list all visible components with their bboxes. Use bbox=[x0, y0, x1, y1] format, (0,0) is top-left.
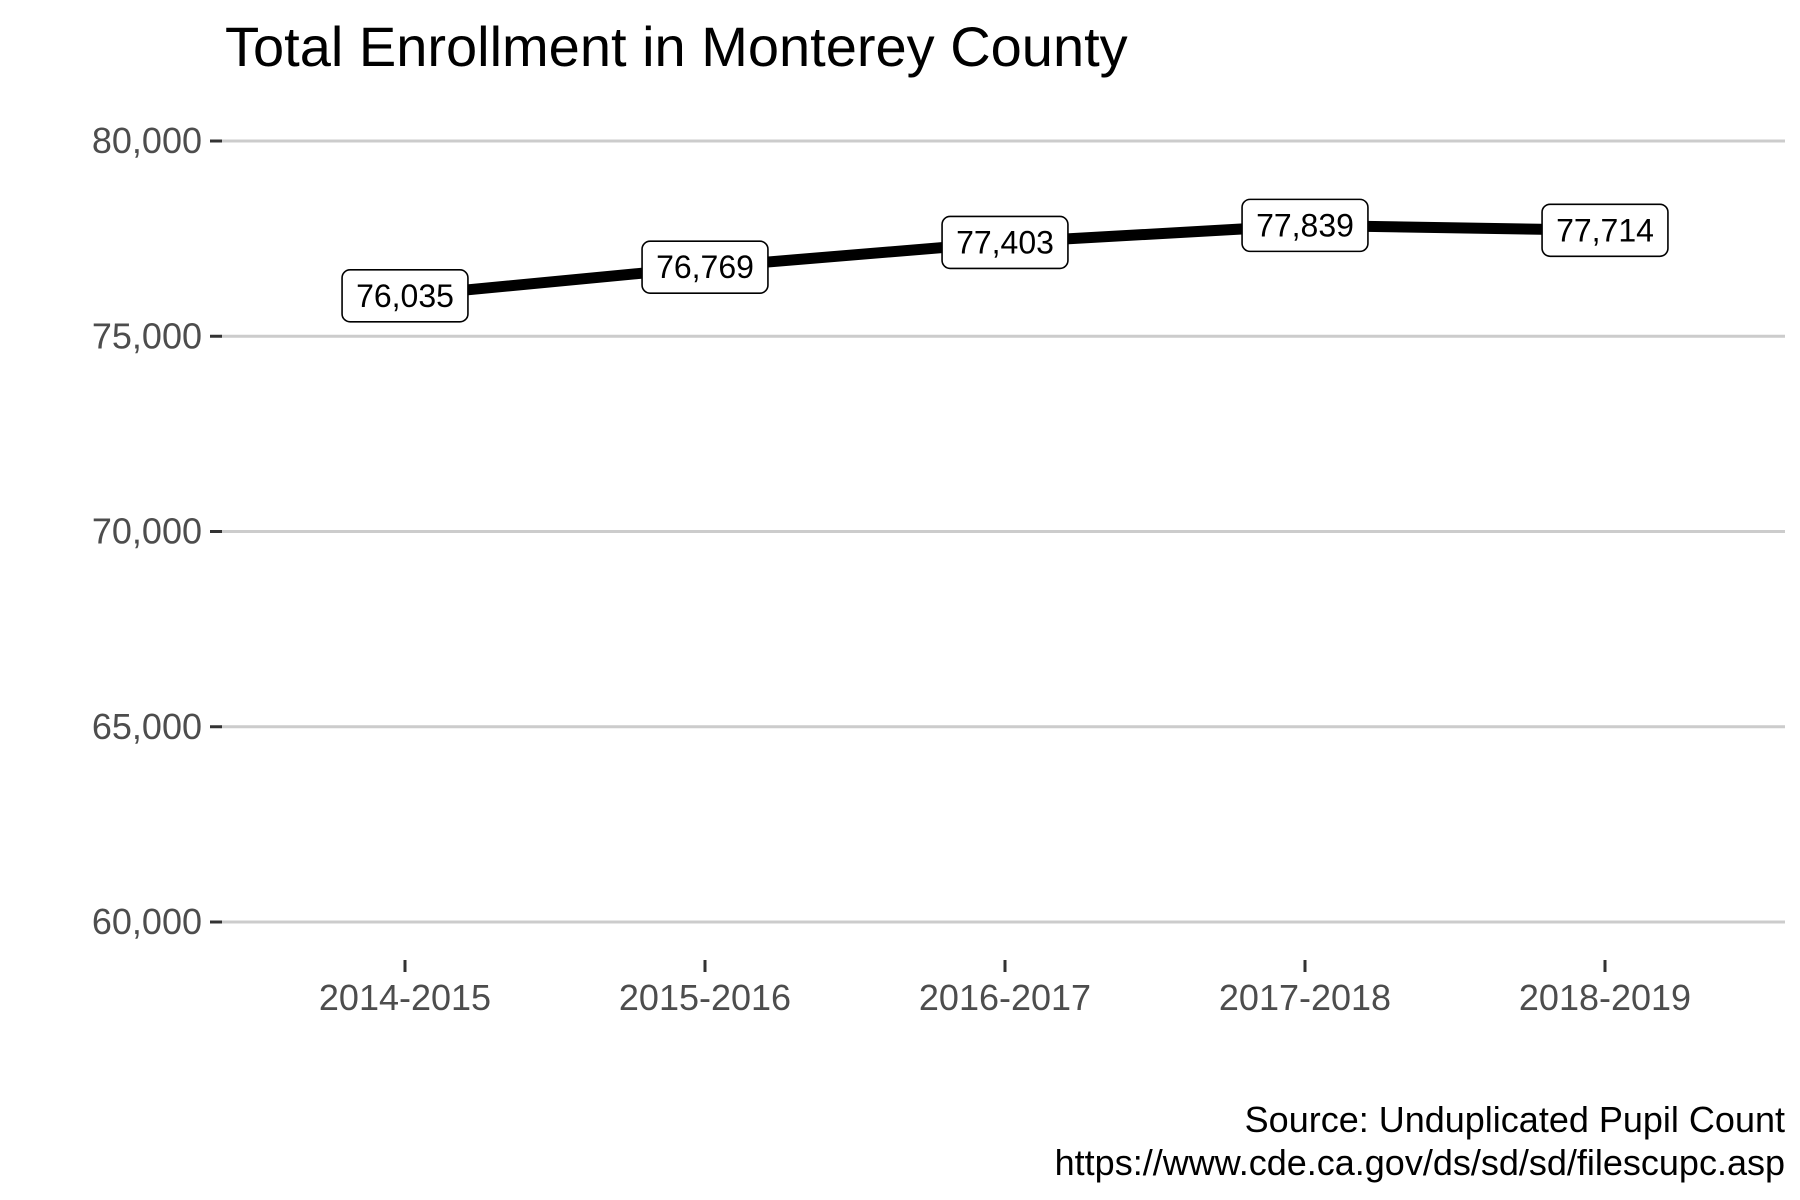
data-label: 76,769 bbox=[641, 240, 769, 294]
data-label-text: 77,403 bbox=[956, 224, 1054, 260]
gridlines bbox=[220, 139, 1785, 924]
data-label-box bbox=[341, 269, 469, 323]
x-axis: 2014-2015 2015-2016 2016-2017 2017-2018 2018… bbox=[319, 960, 1691, 1018]
y-axis: 60,000 65,000 70,000 75,000 80,000 bbox=[92, 120, 222, 942]
data-label: 77,714 bbox=[1541, 203, 1669, 258]
data-label-text: 76,035 bbox=[356, 278, 454, 314]
data-label: 77,403 bbox=[941, 215, 1069, 270]
x-tick-label: 2015-2016 bbox=[619, 977, 791, 1018]
x-tick-label: 2016-2017 bbox=[919, 977, 1091, 1018]
y-tick-label: 65,000 bbox=[92, 706, 202, 747]
caption-line: Source: Unduplicated Pupil Count bbox=[1245, 1099, 1785, 1140]
data-label-box bbox=[1541, 203, 1669, 258]
y-tick-label: 80,000 bbox=[92, 120, 202, 161]
caption-line: https://www.cde.ca.gov/ds/sd/sd/filescup… bbox=[1055, 1142, 1785, 1183]
chart-title: Total Enrollment in Monterey County bbox=[225, 15, 1128, 78]
data-label-box bbox=[1241, 198, 1369, 253]
data-label-box bbox=[941, 215, 1069, 270]
data-label-text: 77,839 bbox=[1256, 207, 1354, 243]
data-label-box bbox=[641, 240, 769, 294]
x-tick-label: 2017-2018 bbox=[1219, 977, 1391, 1018]
data-label-text: 77,714 bbox=[1556, 212, 1654, 248]
y-tick-label: 70,000 bbox=[92, 511, 202, 552]
data-label: 76,035 bbox=[341, 269, 469, 323]
x-tick-label: 2018-2019 bbox=[1519, 977, 1691, 1018]
y-tick-label: 75,000 bbox=[92, 315, 202, 356]
y-tick-label: 60,000 bbox=[92, 901, 202, 942]
data-label: 77,839 bbox=[1241, 198, 1369, 253]
caption: Source: Unduplicated Pupil Count https:/… bbox=[1055, 1099, 1785, 1183]
data-label-text: 76,769 bbox=[656, 249, 754, 285]
data-labels: 76,035 76,769 77,403 77,839 77,714 bbox=[341, 198, 1669, 323]
x-tick-label: 2014-2015 bbox=[319, 977, 491, 1018]
